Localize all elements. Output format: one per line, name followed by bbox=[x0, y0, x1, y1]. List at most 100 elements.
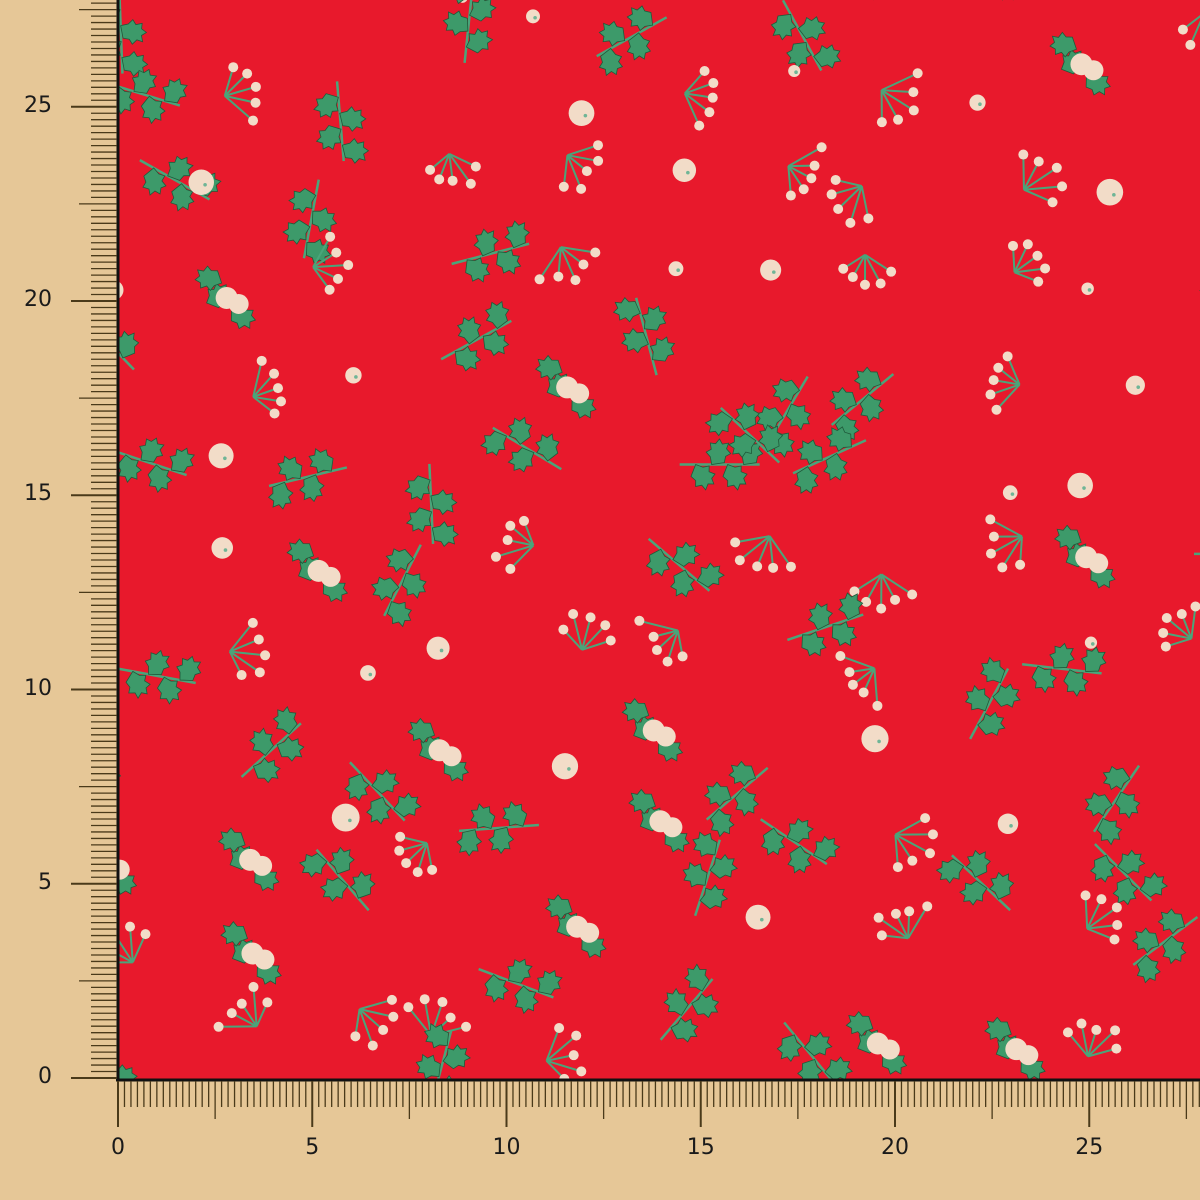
berry-stem bbox=[739, 535, 771, 561]
berry bbox=[1088, 553, 1109, 574]
motif bbox=[425, 152, 481, 189]
berry-stem bbox=[252, 373, 275, 398]
berry bbox=[886, 266, 897, 277]
snow-dot bbox=[1125, 375, 1145, 395]
berry bbox=[847, 679, 858, 690]
holly-leaf bbox=[85, 1079, 120, 1114]
berry bbox=[925, 848, 936, 859]
holly-leaf bbox=[442, 1044, 471, 1070]
motif bbox=[628, 788, 690, 853]
holly-leaf bbox=[1157, 908, 1186, 935]
dot-spot bbox=[567, 767, 571, 771]
berry-stem bbox=[560, 246, 596, 254]
holly-leaf bbox=[722, 464, 748, 491]
holly-leaf bbox=[299, 474, 325, 503]
holly-leaf bbox=[803, 1031, 833, 1057]
motif bbox=[835, 650, 883, 711]
sprig-stem bbox=[436, 1029, 453, 1080]
berry-stem bbox=[224, 94, 256, 104]
holly-leaf bbox=[1116, 849, 1146, 875]
motif bbox=[985, 351, 1021, 415]
sprig-stem bbox=[693, 839, 722, 917]
berry-stem bbox=[229, 650, 261, 674]
motif bbox=[331, 803, 360, 832]
berry-stem bbox=[237, 1115, 263, 1132]
berry-stem bbox=[581, 639, 612, 651]
holly-leaf bbox=[853, 366, 882, 393]
snow-dot bbox=[208, 443, 234, 469]
berry-stem bbox=[756, 535, 771, 567]
holly-leaf bbox=[144, 649, 170, 676]
dot-spot bbox=[686, 170, 690, 175]
holly-leaf bbox=[473, 228, 499, 257]
holly-leaf bbox=[465, 28, 494, 54]
sprig-stem bbox=[478, 967, 554, 999]
holly-leaf bbox=[36, 509, 67, 537]
snow-dot bbox=[788, 64, 801, 78]
holly-leaf bbox=[142, 167, 167, 196]
berry bbox=[994, 1149, 1004, 1159]
berry bbox=[985, 389, 996, 400]
holly-leaf bbox=[220, 921, 248, 947]
holly-leaf bbox=[734, 787, 760, 817]
berry-stem bbox=[982, 1115, 992, 1145]
snow-dot bbox=[672, 158, 697, 183]
snow-dot bbox=[760, 259, 782, 281]
holly-leaf bbox=[859, 393, 885, 423]
holly-leaf bbox=[797, 16, 826, 41]
holly-leaf bbox=[829, 386, 857, 413]
holly-leaf bbox=[824, 1056, 853, 1080]
holly-leaf bbox=[570, 1105, 605, 1140]
berry-stem bbox=[118, 937, 134, 963]
holly-leaf bbox=[465, 257, 491, 283]
holly-leaf bbox=[652, 1111, 684, 1140]
berry-stem bbox=[683, 93, 701, 127]
motif bbox=[985, 514, 1026, 573]
dot-spot bbox=[877, 739, 881, 744]
berry bbox=[427, 864, 438, 875]
x-ruler-label: 10 bbox=[492, 1135, 521, 1160]
holly-leaf bbox=[786, 817, 814, 844]
berry bbox=[585, 612, 596, 623]
holly-leaf bbox=[1115, 791, 1141, 819]
holly-leaf bbox=[485, 300, 510, 330]
berry-stem bbox=[992, 1115, 1018, 1126]
berry-stem bbox=[865, 573, 883, 603]
sprig-stem bbox=[54, 508, 109, 566]
motif bbox=[969, 94, 986, 111]
fabric-pattern bbox=[36, 0, 1200, 1168]
berry-stem bbox=[787, 1133, 798, 1168]
motif bbox=[426, 636, 450, 660]
sprig-stem bbox=[428, 463, 435, 544]
sprig-stem bbox=[118, 667, 196, 685]
holly-leaf bbox=[831, 621, 858, 647]
motif bbox=[558, 140, 604, 194]
snow-dot bbox=[345, 367, 362, 384]
berry bbox=[977, 1140, 987, 1150]
holly-leaf bbox=[482, 330, 510, 357]
berry bbox=[876, 930, 887, 941]
dot-spot bbox=[772, 270, 776, 274]
holly-leaf bbox=[989, 871, 1015, 900]
holly-leaf bbox=[628, 788, 656, 815]
berry bbox=[927, 829, 938, 840]
holly-leaf bbox=[684, 963, 710, 992]
berry-stem bbox=[562, 155, 569, 187]
berry-stem bbox=[229, 638, 260, 653]
snow-dot bbox=[426, 636, 450, 660]
snow-dot bbox=[526, 9, 540, 24]
dot-spot bbox=[223, 548, 228, 552]
holly-leaf bbox=[682, 861, 708, 888]
sprig-stem bbox=[783, 1021, 834, 1080]
motif bbox=[345, 367, 362, 384]
berry-stem bbox=[1067, 1031, 1089, 1058]
berry bbox=[768, 562, 779, 573]
holly-leaf bbox=[612, 297, 641, 323]
motif bbox=[730, 535, 796, 573]
holly-leaf bbox=[277, 455, 303, 481]
motif bbox=[480, 416, 562, 473]
sprig-stem bbox=[118, 450, 187, 477]
berry-stem bbox=[1084, 895, 1089, 929]
berry-stem bbox=[734, 535, 770, 544]
berry bbox=[401, 858, 412, 869]
